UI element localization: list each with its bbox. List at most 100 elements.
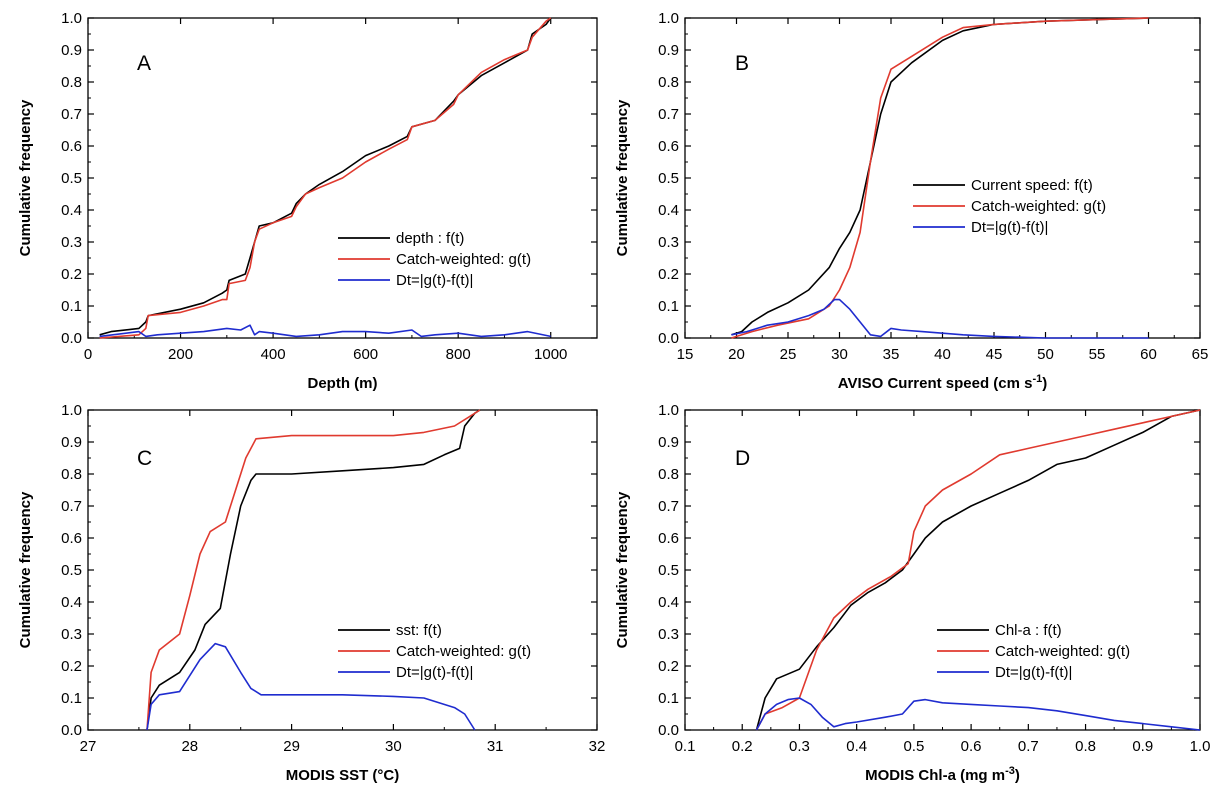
y-tick-label: 0.2: [61, 658, 82, 675]
panel-d: 0.00.10.20.30.40.50.60.70.80.91.00.1 0.2 0…: [614, 402, 1210, 784]
y-tick-label: 0.6: [61, 530, 82, 547]
x-tick-label: 0.6: [961, 738, 982, 755]
x-tick-label: 65: [1192, 346, 1209, 363]
plot-frame: [684, 409, 1201, 731]
y-tick-label: 0.4: [658, 202, 679, 219]
y-tick-label: 0.5: [61, 170, 82, 187]
x-tick-label: 600: [353, 346, 378, 363]
x-tick-label: 30: [831, 346, 848, 363]
y-tick-label: 0.6: [658, 530, 679, 547]
y-tick-label: 0.2: [658, 266, 679, 283]
series-line-1: [146, 409, 481, 731]
y-tick-label: 0.1: [61, 298, 82, 315]
legend-label-0: Current speed: f(t): [971, 177, 1093, 194]
plot-frame: [684, 17, 1201, 339]
y-axis-title: Cumulative frequency: [614, 99, 631, 256]
series-line-2: [755, 697, 1201, 731]
y-tick-label: 0.5: [658, 170, 679, 187]
x-tick-label: 15: [677, 346, 694, 363]
x-axis-title: Depth (m): [308, 375, 378, 392]
x-tick-label: 55: [1089, 346, 1106, 363]
panel-b: 0.0 0.1 0.2 0.3 0.4 0.5 0.6 0.7 0.8 0.9 1.0 15 20 25 3…: [614, 10, 1208, 392]
y-tick-label: 0.8: [658, 74, 679, 91]
y-tick-label: 0.8: [658, 466, 679, 483]
y-tick-label: 1.0: [658, 402, 679, 419]
y-tick-label: 0.4: [658, 594, 679, 611]
y-tick-label: 0.7: [658, 498, 679, 515]
legend-label-2: Dt=|g(t)-f(t)|: [995, 664, 1072, 681]
panel-letter: B: [735, 52, 749, 75]
legend-label-1: Catch-weighted: g(t): [971, 198, 1106, 215]
y-tick-label: 1.0: [61, 402, 82, 419]
x-tick-label: 0.2: [732, 738, 753, 755]
panel-letter: D: [735, 447, 750, 470]
series-line-1: [755, 409, 1201, 731]
y-tick-label: 0.9: [61, 42, 82, 59]
y-tick-label: 0.3: [658, 626, 679, 643]
x-axis-title: MODIS Chl-a (mg m-3): [865, 765, 1020, 784]
x-tick-label: 31: [487, 738, 504, 755]
series-line-2: [731, 298, 1149, 339]
x-tick-label: 30: [385, 738, 402, 755]
x-tick-label: 0.8: [1075, 738, 1096, 755]
y-tick-label: 0.5: [61, 562, 82, 579]
legend-label-2: Dt=|g(t)-f(t)|: [396, 272, 473, 289]
x-tick-label: 0.3: [789, 738, 810, 755]
y-tick-label: 0.1: [61, 690, 82, 707]
x-tick-label: 35: [883, 346, 900, 363]
y-tick-label: 0.9: [61, 434, 82, 451]
y-tick-label: 0.3: [61, 234, 82, 251]
x-tick-label: 0.4: [846, 738, 867, 755]
y-tick-label: 0.5: [658, 562, 679, 579]
y-tick-label: 0.8: [61, 74, 82, 91]
x-tick-label: 20: [728, 346, 745, 363]
x-tick-label: 0.9: [1132, 738, 1153, 755]
y-tick-label: 0.4: [61, 594, 82, 611]
x-tick-label: 40: [934, 346, 951, 363]
legend-label-0: depth : f(t): [396, 230, 464, 247]
series-line-1: [99, 17, 552, 339]
series-line-0: [755, 409, 1201, 731]
y-tick-label: 0.1: [658, 690, 679, 707]
legend-label-1: Catch-weighted: g(t): [995, 643, 1130, 660]
x-tick-label: 0: [84, 346, 92, 363]
y-tick-label: 0.2: [61, 266, 82, 283]
y-tick-label: 0.0: [658, 330, 679, 347]
series-line-0: [146, 409, 481, 731]
panel-c: 0.0 0.1 0.2 0.3 0.4 0.5 0.6 0.7 0.8 0.9 1.0 27 28 29 3…: [17, 402, 605, 784]
y-tick-label: 0.7: [61, 498, 82, 515]
y-tick-label: 1.0: [61, 10, 82, 27]
x-tick-label: 28: [181, 738, 198, 755]
y-tick-label: 0.6: [658, 138, 679, 155]
panel-letter: A: [137, 52, 151, 75]
y-tick-label: 0.1: [658, 298, 679, 315]
series-line-2: [146, 642, 476, 731]
x-tick-label: 25: [780, 346, 797, 363]
y-axis-title: Cumulative frequency: [614, 491, 631, 648]
x-tick-label: 400: [261, 346, 286, 363]
panel-a: 0.0 0.1 0.2 0.3 0.4 0.5 0.6 0.7 0.8 0.9 1.0 0 200 400…: [17, 10, 598, 392]
y-tick-label: 0.3: [61, 626, 82, 643]
x-tick-label: 45: [986, 346, 1003, 363]
y-axis-title: Cumulative frequency: [17, 99, 34, 256]
x-tick-label: 800: [446, 346, 471, 363]
x-tick-label: 60: [1140, 346, 1157, 363]
y-tick-label: 0.7: [658, 106, 679, 123]
series-line-2: [99, 324, 551, 338]
y-tick-label: 0.2: [658, 658, 679, 675]
y-tick-label: 0.6: [61, 138, 82, 155]
legend-label-0: Chl-a : f(t): [995, 622, 1062, 639]
legend-label-2: Dt=|g(t)-f(t)|: [396, 664, 473, 681]
x-tick-label: 0.5: [903, 738, 924, 755]
y-tick-label: 0.9: [658, 434, 679, 451]
legend-label-1: Catch-weighted: g(t): [396, 251, 531, 268]
x-tick-label: 1000: [534, 346, 567, 363]
y-tick-label: 0.8: [61, 466, 82, 483]
series-line-0: [99, 17, 552, 336]
x-tick-label: 1.0: [1190, 738, 1211, 755]
y-tick-label: 0.0: [61, 722, 82, 739]
x-tick-label: 50: [1037, 346, 1054, 363]
y-axis-title: Cumulative frequency: [17, 491, 34, 648]
y-tick-label: 1.0: [658, 10, 679, 27]
